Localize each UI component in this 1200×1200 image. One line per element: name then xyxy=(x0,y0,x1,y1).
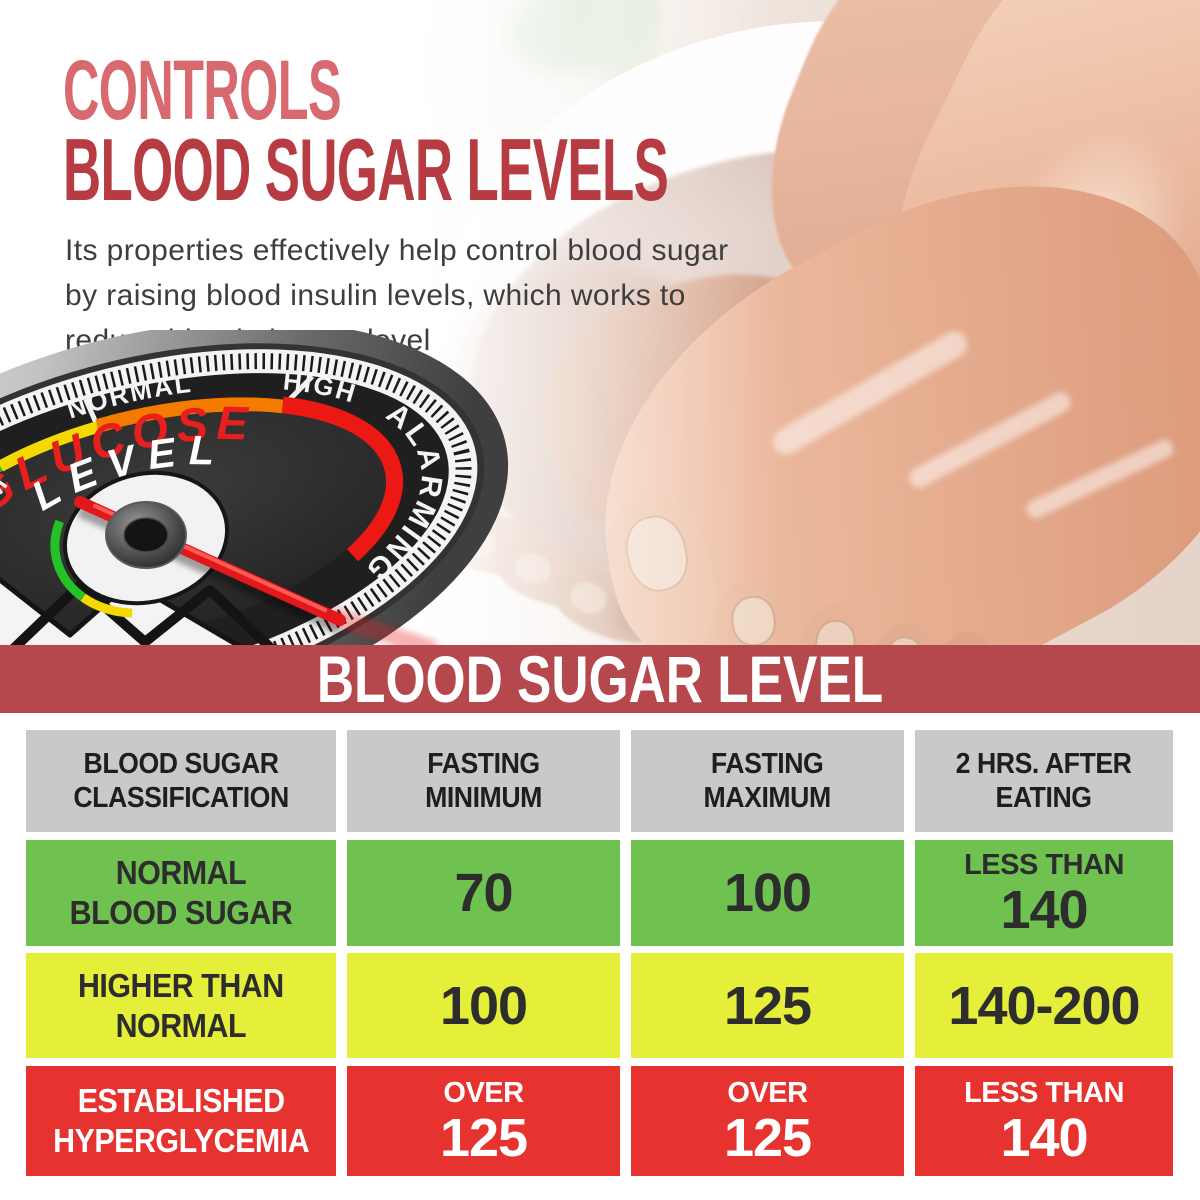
value-qualifier: LESS THAN xyxy=(964,849,1124,882)
value-number: 140-200 xyxy=(948,975,1140,1036)
value-cell: 100 xyxy=(347,953,620,1058)
value-cell: LESS THAN 140 xyxy=(915,1066,1173,1176)
page-title-line-2: BLOOD SUGAR LEVELS xyxy=(63,120,669,219)
section-banner: BLOOD SUGAR LEVEL xyxy=(0,645,1200,713)
value-cell: 140-200 xyxy=(915,953,1173,1058)
value-number: 100 xyxy=(723,863,812,923)
table-row-normal: NORMAL BLOOD SUGAR 70 100 LESS THAN 140 xyxy=(26,840,1173,946)
value-cell: OVER 125 xyxy=(631,1066,904,1176)
row-label-cell: HIGHER THAN NORMAL xyxy=(26,953,336,1058)
value-qualifier: LESS THAN xyxy=(964,1077,1124,1110)
value-cell: 125 xyxy=(631,953,904,1058)
header-cell-classification: BLOOD SUGAR CLASSIFICATION xyxy=(26,730,336,832)
value-number: 70 xyxy=(454,863,513,923)
needle-glow xyxy=(327,606,438,645)
value-cell: 100 xyxy=(631,840,904,946)
glucose-gauge-icon: LOW NORMAL HIGH ALARMING GLUCOSE LEVEL M xyxy=(0,330,509,645)
value-number: 125 xyxy=(723,975,812,1036)
row-label-cell: ESTABLISHED HYPERGLYCEMIA xyxy=(26,1066,336,1176)
row-label-cell: NORMAL BLOOD SUGAR xyxy=(26,840,336,946)
gauge-chevron xyxy=(10,580,275,645)
value-qualifier: OVER xyxy=(727,1077,808,1110)
zone-arc-normal xyxy=(0,421,100,472)
inner-arc-green xyxy=(50,519,86,602)
value-cell: LESS THAN 140 xyxy=(915,840,1173,946)
page-title-line-1: CONTROLS xyxy=(63,43,342,137)
table-row-higher: HIGHER THAN NORMAL 100 125 140-200 xyxy=(26,953,1173,1058)
value-cell: 70 xyxy=(347,840,620,946)
zone-arc-high xyxy=(95,397,284,435)
inner-arc-yellow xyxy=(80,593,133,618)
headline: CONTROLS BLOOD SUGAR LEVELS Its properti… xyxy=(63,48,1072,363)
table-row-hyperglycemia: ESTABLISHED HYPERGLYCEMIA OVER 125 OVER … xyxy=(26,1066,1173,1176)
value-qualifier: OVER xyxy=(443,1077,524,1110)
value-number: 100 xyxy=(439,975,528,1036)
value-number: 140 xyxy=(1000,879,1088,940)
header-cell-fasting-minimum: FASTING MINIMUM xyxy=(347,730,620,832)
blood-sugar-table: BLOOD SUGAR CLASSIFICATION FASTING MINIM… xyxy=(26,730,1173,1176)
header-cell-after-eating: 2 HRS. AFTER EATING xyxy=(915,730,1173,832)
value-number: 125 xyxy=(723,1107,812,1168)
zone-arc-alarming xyxy=(281,396,404,562)
value-cell: OVER 125 xyxy=(347,1066,620,1176)
value-number: 140 xyxy=(1000,1107,1088,1168)
table-header-row: BLOOD SUGAR CLASSIFICATION FASTING MINIM… xyxy=(26,730,1173,832)
value-number: 125 xyxy=(439,1107,528,1168)
section-banner-title: BLOOD SUGAR LEVEL xyxy=(316,642,884,716)
gauge-hub-center xyxy=(123,517,169,553)
header-cell-fasting-maximum: FASTING MAXIMUM xyxy=(631,730,904,832)
toenail xyxy=(881,632,926,645)
